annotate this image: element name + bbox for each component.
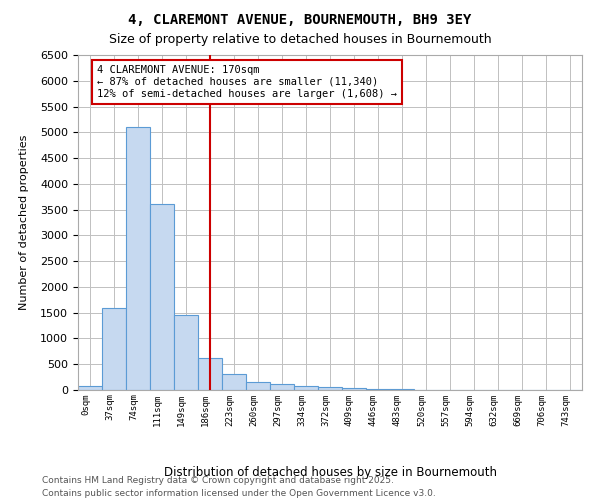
Text: 297sqm: 297sqm (273, 394, 282, 426)
Text: 706sqm: 706sqm (537, 394, 546, 426)
Text: 4, CLAREMONT AVENUE, BOURNEMOUTH, BH9 3EY: 4, CLAREMONT AVENUE, BOURNEMOUTH, BH9 3E… (128, 12, 472, 26)
Bar (294, 386, 318, 390)
Text: Contains public sector information licensed under the Open Government Licence v3: Contains public sector information licen… (42, 488, 436, 498)
Bar (318, 388, 342, 390)
X-axis label: Distribution of detached houses by size in Bournemouth: Distribution of detached houses by size … (163, 466, 497, 479)
Bar (198, 358, 222, 390)
Text: 372sqm: 372sqm (321, 394, 330, 426)
Bar (78, 386, 102, 390)
Text: 4 CLAREMONT AVENUE: 170sqm
← 87% of detached houses are smaller (11,340)
12% of : 4 CLAREMONT AVENUE: 170sqm ← 87% of deta… (97, 66, 397, 98)
Bar (366, 389, 390, 390)
Text: 186sqm: 186sqm (201, 394, 210, 426)
Text: 743sqm: 743sqm (561, 394, 570, 426)
Bar (270, 384, 294, 390)
Text: 74sqm: 74sqm (129, 394, 138, 420)
Bar (222, 374, 246, 390)
Text: 260sqm: 260sqm (249, 394, 258, 426)
Text: 149sqm: 149sqm (177, 394, 186, 426)
Text: 520sqm: 520sqm (417, 394, 426, 426)
Bar (102, 308, 126, 390)
Text: 483sqm: 483sqm (393, 394, 402, 426)
Y-axis label: Number of detached properties: Number of detached properties (19, 135, 29, 310)
Bar (246, 382, 270, 390)
Text: 0sqm: 0sqm (81, 394, 90, 415)
Text: 334sqm: 334sqm (297, 394, 306, 426)
Text: 223sqm: 223sqm (225, 394, 234, 426)
Text: Contains HM Land Registry data © Crown copyright and database right 2025.: Contains HM Land Registry data © Crown c… (42, 476, 394, 485)
Bar (174, 316, 198, 390)
Bar (150, 204, 174, 390)
Text: 409sqm: 409sqm (345, 394, 354, 426)
Text: 446sqm: 446sqm (369, 394, 378, 426)
Text: 111sqm: 111sqm (153, 394, 162, 426)
Text: 557sqm: 557sqm (441, 394, 450, 426)
Text: Size of property relative to detached houses in Bournemouth: Size of property relative to detached ho… (109, 32, 491, 46)
Text: 669sqm: 669sqm (513, 394, 522, 426)
Text: 632sqm: 632sqm (489, 394, 498, 426)
Text: 37sqm: 37sqm (105, 394, 114, 420)
Bar (342, 388, 366, 390)
Text: 594sqm: 594sqm (465, 394, 474, 426)
Bar (126, 127, 150, 390)
